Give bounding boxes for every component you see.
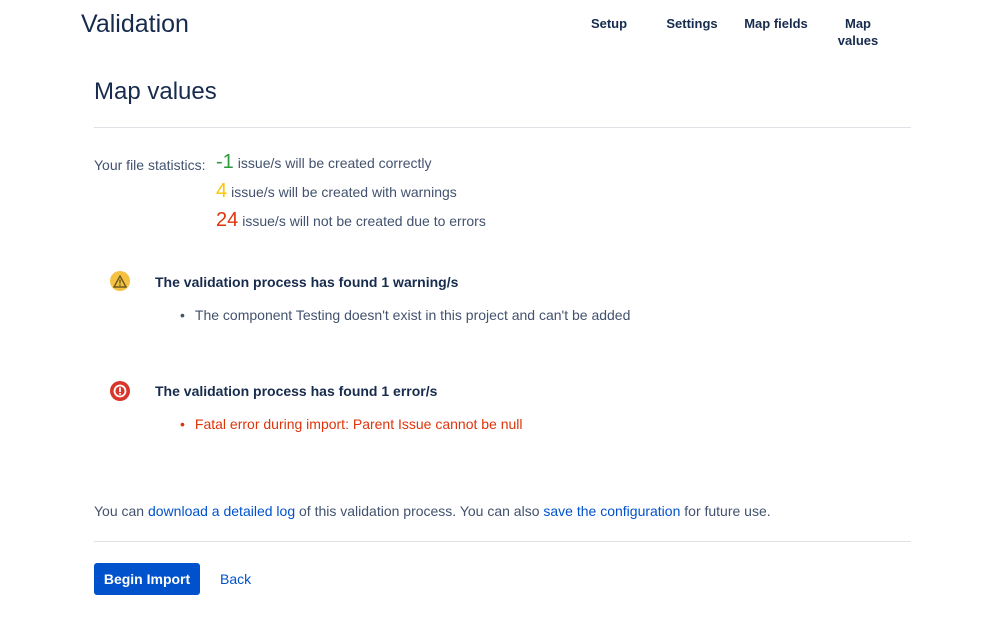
stats-label: Your file statistics:: [94, 157, 206, 173]
error-item: Fatal error during import: Parent Issue …: [180, 416, 523, 432]
stat-warnings: 4 issue/s will be created with warnings: [216, 180, 457, 203]
divider: [94, 541, 911, 542]
back-link[interactable]: Back: [220, 571, 252, 587]
divider: [94, 127, 911, 128]
warning-icon: [110, 271, 130, 291]
error-icon: [110, 381, 130, 401]
stat-count: 4: [216, 180, 228, 202]
begin-import-button[interactable]: Begin Import: [94, 563, 200, 595]
step-settings[interactable]: Settings: [666, 16, 718, 31]
step-map-fields[interactable]: Map fields: [744, 16, 808, 31]
stat-text: issue/s will be created correctly: [237, 155, 432, 171]
footer-text: You can download a detailed log of this …: [94, 503, 771, 519]
warning-item: The component Testing doesn't exist in t…: [180, 307, 630, 323]
page-title: Map values: [94, 78, 217, 105]
text: for future use.: [680, 503, 771, 519]
step-map-values[interactable]: Map values: [837, 16, 879, 48]
app-title: Validation: [81, 10, 189, 38]
text: You can: [94, 503, 148, 519]
text: of this validation process. You can also: [295, 503, 544, 519]
warning-heading: The validation process has found 1 warni…: [155, 274, 459, 290]
stat-errors: 24 issue/s will not be created due to err…: [216, 209, 486, 232]
download-log-link[interactable]: download a detailed log: [147, 503, 296, 519]
stat-correct: -1 issue/s will be created correctly: [216, 151, 432, 174]
stat-count: -1: [216, 151, 234, 173]
step-setup[interactable]: Setup: [590, 16, 628, 31]
error-heading: The validation process has found 1 error…: [155, 383, 438, 399]
stat-text: issue/s will be created with warnings: [231, 184, 457, 200]
save-configuration-link[interactable]: save the configuration: [543, 503, 681, 519]
stat-count: 24: [216, 209, 239, 231]
stat-text: issue/s will not be created due to error…: [242, 213, 486, 229]
